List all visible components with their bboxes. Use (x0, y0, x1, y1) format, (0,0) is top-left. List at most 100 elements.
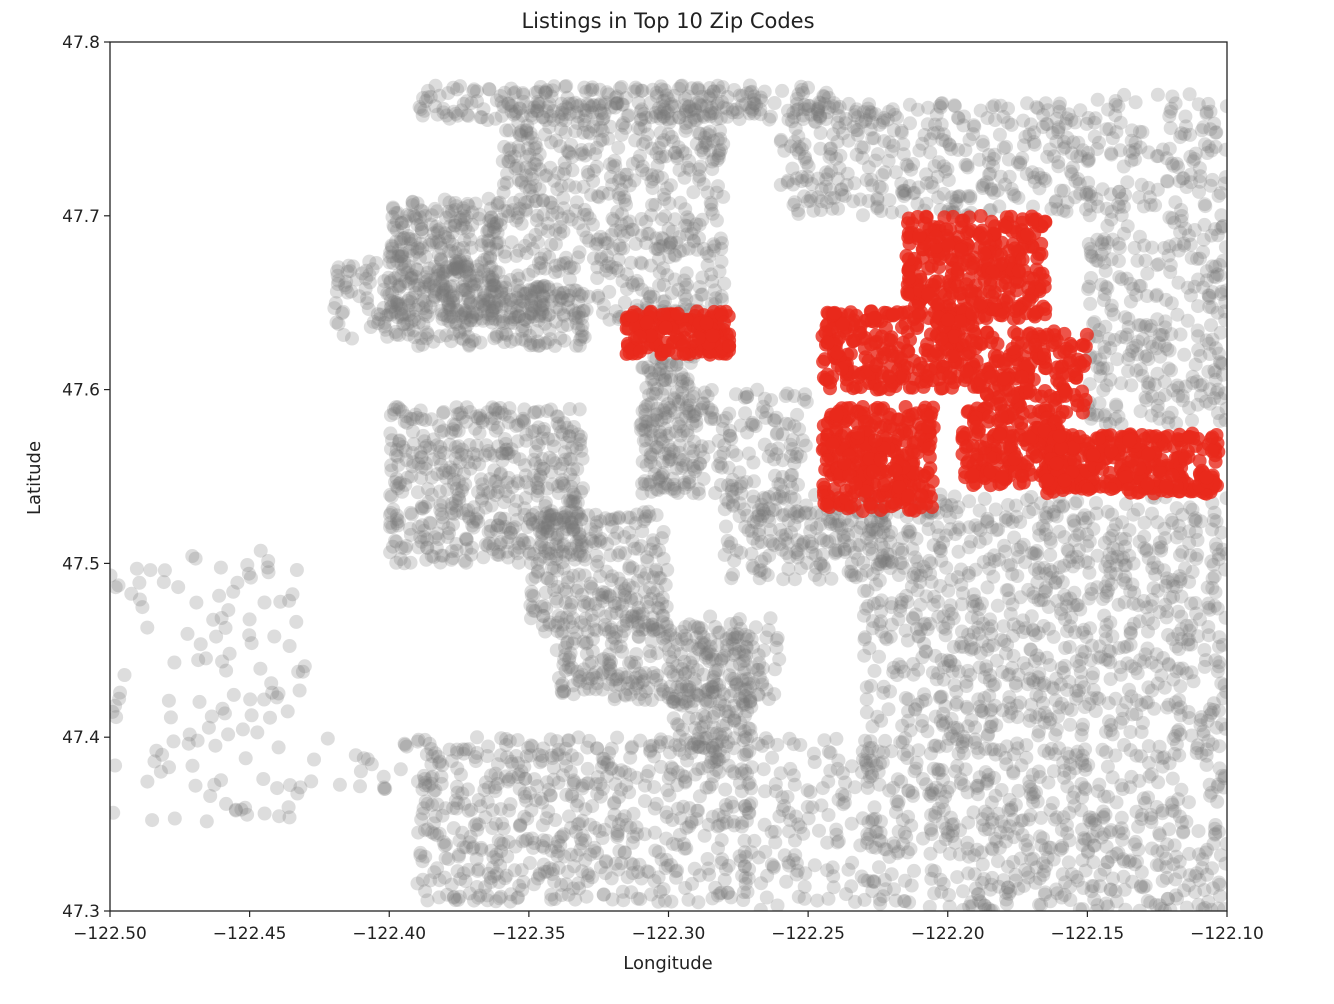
data-point (560, 90, 575, 105)
data-point (671, 282, 686, 297)
data-point (643, 95, 658, 110)
data-point (789, 97, 804, 112)
data-point (851, 552, 865, 567)
data-point (401, 229, 416, 243)
data-point (394, 268, 409, 283)
data-point (654, 135, 669, 150)
data-point (469, 274, 484, 288)
data-point (757, 84, 772, 99)
data-point (949, 190, 964, 205)
data-point (757, 437, 772, 452)
data-point (599, 564, 614, 579)
data-point (578, 109, 593, 123)
data-point (392, 278, 407, 292)
data-point (740, 86, 755, 101)
data-point (566, 678, 581, 693)
data-point (491, 420, 505, 435)
data-point (496, 185, 511, 200)
data-point (580, 96, 595, 111)
data-point (1001, 152, 1016, 167)
data-point (506, 86, 521, 101)
data-point (902, 97, 917, 112)
data-point (592, 82, 607, 97)
data-point (542, 250, 557, 265)
data-point (485, 303, 500, 318)
data-point (560, 864, 575, 879)
data-point (387, 271, 402, 286)
data-point (610, 525, 625, 540)
data-point (580, 761, 595, 776)
data-point (456, 283, 471, 297)
data-point (460, 257, 474, 272)
data-point (531, 96, 546, 111)
data-point (658, 83, 672, 98)
data-point (650, 169, 665, 184)
data-point (677, 98, 692, 113)
data-point (781, 103, 795, 118)
data-point (619, 216, 634, 230)
data-point (480, 233, 495, 248)
data-point (428, 78, 443, 93)
data-point (598, 236, 613, 251)
data-point (524, 306, 539, 321)
data-point (549, 734, 564, 749)
data-point (685, 416, 700, 431)
data-point (816, 559, 831, 573)
data-point (617, 167, 632, 182)
data-point (678, 91, 692, 106)
data-point (391, 267, 406, 282)
data-point (734, 819, 749, 834)
data-point (691, 162, 706, 177)
data-point (816, 533, 831, 548)
data-point (490, 198, 505, 213)
data-point (713, 123, 727, 138)
data-point (501, 96, 516, 111)
data-point (489, 93, 504, 108)
data-point (1081, 237, 1096, 251)
data-point (410, 244, 425, 259)
data-point (398, 260, 413, 275)
data-point (589, 140, 604, 155)
data-point (466, 279, 481, 294)
data-point (562, 451, 577, 466)
data-point (431, 234, 446, 248)
data-point (414, 222, 429, 237)
data-point (705, 162, 720, 177)
data-point (435, 285, 450, 300)
data-point (430, 204, 445, 219)
data-point (625, 156, 640, 171)
data-point (1112, 240, 1127, 255)
data-point (536, 110, 551, 124)
data-point (557, 107, 572, 122)
data-point (688, 767, 703, 782)
data-point (1203, 178, 1218, 193)
data-point (684, 226, 699, 241)
data-point (456, 217, 470, 232)
data-point (673, 195, 688, 210)
data-point (444, 244, 459, 258)
data-point (757, 643, 771, 658)
data-point (562, 272, 577, 287)
data-point (690, 80, 705, 95)
data-point (574, 289, 589, 303)
data-point (591, 190, 606, 205)
data-point (412, 100, 427, 115)
data-point (440, 482, 455, 497)
data-point (437, 308, 452, 323)
data-point (822, 150, 837, 164)
data-point (389, 234, 404, 249)
data-point (606, 160, 621, 174)
data-point (480, 251, 495, 265)
data-point (688, 103, 703, 118)
data-point (706, 84, 721, 99)
data-point (562, 615, 577, 630)
data-point (401, 276, 416, 291)
data-point (515, 108, 530, 123)
data-point (453, 254, 468, 269)
data-point (388, 305, 403, 319)
data-point (393, 249, 408, 264)
data-point (1145, 240, 1160, 255)
data-point (516, 415, 531, 430)
data-point (417, 279, 432, 294)
data-point (673, 647, 688, 661)
